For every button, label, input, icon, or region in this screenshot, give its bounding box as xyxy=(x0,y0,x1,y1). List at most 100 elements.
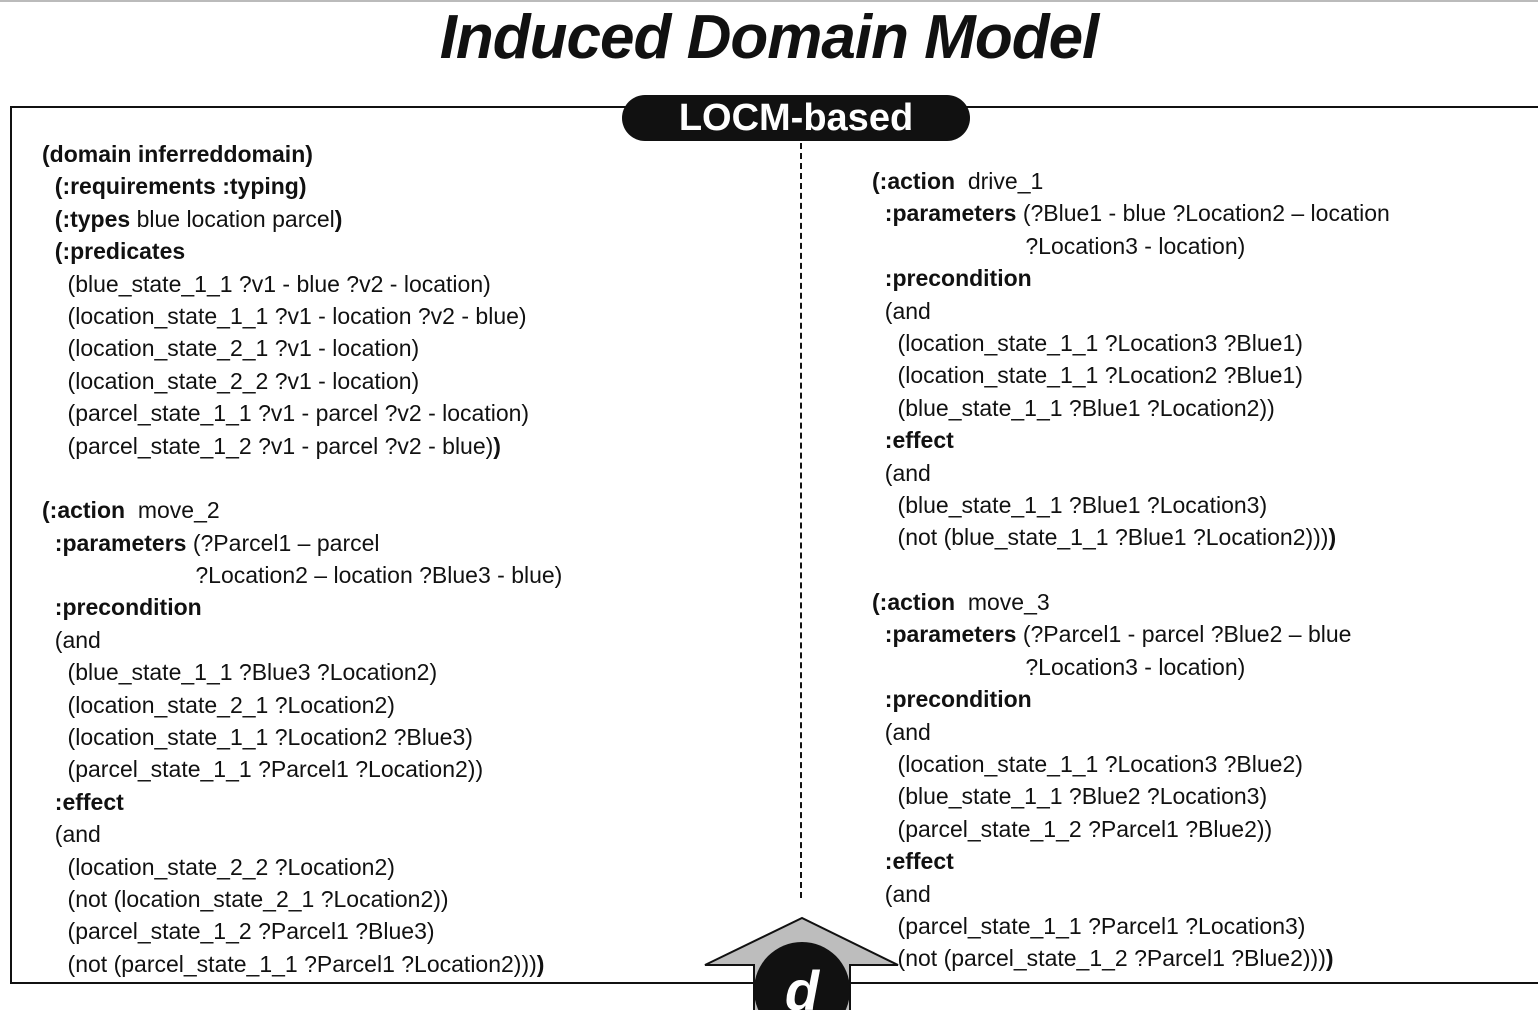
right-code-line: (location_state_1_1 ?Location3 ?Blue2) xyxy=(872,748,1390,780)
keyword-token: (:action xyxy=(872,168,956,194)
left-code-line: (domain inferreddomain) xyxy=(42,138,562,170)
keyword-token: (:action xyxy=(872,589,956,616)
right-code-line: (not (blue_state_1_1 ?Blue1 ?Location2))… xyxy=(872,521,1390,553)
code-token: (parcel_state_1_1 ?Parcel1 ?Location3) xyxy=(872,912,1306,939)
right-code-line: (and xyxy=(872,295,1390,327)
code-token: (location_state_1_1 ?Location2 ?Blue1) xyxy=(872,362,1303,389)
right-code-line: :effect xyxy=(872,424,1390,456)
code-token: (and xyxy=(872,297,931,324)
code-token: ?Location3 - location) xyxy=(872,653,1246,680)
code-token: (parcel_state_1_1 ?Parcel1 ?Location2)) xyxy=(42,756,484,783)
left-code-line: (:predicates xyxy=(42,235,562,267)
keyword-token: :parameters xyxy=(872,200,1017,227)
code-token: (location_state_1_1 ?Location3 ?Blue2) xyxy=(872,751,1303,778)
code-token: drive_1 xyxy=(955,168,1044,194)
code-token: (and xyxy=(872,459,931,486)
left-code-line: (location_state_1_1 ?v1 - location ?v2 -… xyxy=(42,300,562,332)
right-code-line: (parcel_state_1_1 ?Parcel1 ?Location3) xyxy=(872,910,1390,942)
keyword-token: ) xyxy=(1328,524,1337,551)
right-code-line: :parameters (?Parcel1 - parcel ?Blue2 – … xyxy=(872,618,1390,650)
code-token: (and xyxy=(42,626,101,653)
right-code-line: (blue_state_1_1 ?Blue1 ?Location2)) xyxy=(872,392,1390,424)
right-code-line: (and xyxy=(872,716,1390,748)
left-code-line: (location_state_2_1 ?Location2) xyxy=(42,689,562,721)
left-code-line: (parcel_state_1_1 ?v1 - parcel ?v2 - loc… xyxy=(42,397,562,429)
left-code-line: (and xyxy=(42,818,562,850)
right-code-line: ?Location3 - location) xyxy=(872,651,1390,683)
keyword-token: ) xyxy=(536,950,545,977)
left-code-line: (blue_state_1_1 ?Blue3 ?Location2) xyxy=(42,656,562,688)
keyword-token: ) xyxy=(1325,945,1334,972)
code-token: (location_state_1_1 ?Location3 ?Blue1) xyxy=(872,329,1303,356)
left-code-line: (location_state_2_2 ?Location2) xyxy=(42,851,562,883)
right-code-line: (:action move_3 xyxy=(872,586,1390,618)
right-code-line: (blue_state_1_1 ?Blue1 ?Location3) xyxy=(872,489,1390,521)
step-label: d xyxy=(785,959,821,1010)
code-token: (?Parcel1 – parcel xyxy=(186,529,380,556)
left-code-column: (domain inferreddomain) (:requirements :… xyxy=(42,138,562,980)
code-token: (blue_state_1_1 ?Blue1 ?Location2)) xyxy=(872,394,1275,421)
code-token: (not (location_state_2_1 ?Location2)) xyxy=(42,885,449,912)
keyword-token: :parameters xyxy=(42,529,187,556)
keyword-token: (:types xyxy=(42,205,131,232)
left-code-line: :effect xyxy=(42,786,562,818)
keyword-token: :effect xyxy=(872,848,954,875)
keyword-token: (domain inferreddomain) xyxy=(42,141,313,167)
code-token: (not (blue_state_1_1 ?Blue1 ?Location2))… xyxy=(872,524,1329,551)
right-code-line: ?Location3 - location) xyxy=(872,230,1390,262)
right-code-line: (parcel_state_1_2 ?Parcel1 ?Blue2)) xyxy=(872,813,1390,845)
left-code-line: :precondition xyxy=(42,591,562,623)
right-code-line: (and xyxy=(872,878,1390,910)
code-token: (and xyxy=(42,821,101,848)
step-circle xyxy=(754,942,850,1010)
keyword-token: ) xyxy=(334,205,343,232)
left-code-line: (parcel_state_1_2 ?v1 - parcel ?v2 - blu… xyxy=(42,430,562,462)
code-token: (not (parcel_state_1_1 ?Parcel1 ?Locatio… xyxy=(42,950,537,977)
code-token: move_3 xyxy=(955,589,1050,616)
code-token: (blue_state_1_1 ?Blue2 ?Location3) xyxy=(872,783,1268,810)
code-token: move_2 xyxy=(125,497,220,524)
keyword-token: :precondition xyxy=(872,686,1032,713)
right-code-line: (blue_state_1_1 ?Blue2 ?Location3) xyxy=(872,780,1390,812)
right-code-column: (:action drive_1 :parameters (?Blue1 - b… xyxy=(872,165,1390,975)
code-token: (not (parcel_state_1_2 ?Parcel1 ?Blue2))… xyxy=(872,945,1326,972)
left-code-line: (not (location_state_2_1 ?Location2)) xyxy=(42,883,562,915)
right-code-line: (location_state_1_1 ?Location2 ?Blue1) xyxy=(872,359,1390,391)
code-token: (location_state_2_2 ?v1 - location) xyxy=(42,367,420,394)
left-code-line: (location_state_1_1 ?Location2 ?Blue3) xyxy=(42,721,562,753)
left-code-line: (parcel_state_1_2 ?Parcel1 ?Blue3) xyxy=(42,915,562,947)
right-code-line: :effect xyxy=(872,845,1390,877)
right-code-line: :precondition xyxy=(872,262,1390,294)
keyword-token: ) xyxy=(493,432,501,459)
left-code-line: (location_state_2_1 ?v1 - location) xyxy=(42,332,562,364)
locm-badge: LOCM-based xyxy=(622,95,970,141)
code-token: (parcel_state_1_2 ?v1 - parcel ?v2 - blu… xyxy=(42,432,494,459)
keyword-token: :effect xyxy=(42,788,124,815)
column-divider xyxy=(800,143,802,898)
code-token: (?Blue1 - blue ?Location2 – location xyxy=(1016,200,1390,227)
code-token: (blue_state_1_1 ?v1 - blue ?v2 - locatio… xyxy=(42,270,491,297)
code-token: (parcel_state_1_2 ?Parcel1 ?Blue3) xyxy=(42,918,435,945)
keyword-token: (:predicates xyxy=(42,238,186,265)
code-token: (parcel_state_1_1 ?v1 - parcel ?v2 - loc… xyxy=(42,400,530,427)
right-code-line: :parameters (?Blue1 - blue ?Location2 – … xyxy=(872,197,1390,229)
code-token: (blue_state_1_1 ?Blue3 ?Location2) xyxy=(42,659,438,686)
left-code-line: :parameters (?Parcel1 – parcel xyxy=(42,527,562,559)
right-code-line: (and xyxy=(872,457,1390,489)
left-code-line: (:action move_2 xyxy=(42,494,562,526)
keyword-token: :parameters xyxy=(872,621,1017,648)
figure-title: Induced Domain Model xyxy=(439,3,1100,72)
left-code-line: (:requirements :typing) xyxy=(42,170,562,202)
code-token: (location_state_1_1 ?v1 - location ?v2 -… xyxy=(42,302,527,329)
left-code-line: (location_state_2_2 ?v1 - location) xyxy=(42,365,562,397)
right-code-line: :precondition xyxy=(872,683,1390,715)
code-token: (and xyxy=(872,718,931,745)
code-token: blue location parcel xyxy=(130,205,335,232)
left-code-line: (parcel_state_1_1 ?Parcel1 ?Location2)) xyxy=(42,753,562,785)
keyword-token: :precondition xyxy=(872,265,1032,292)
code-token: (location_state_1_1 ?Location2 ?Blue3) xyxy=(42,724,473,751)
code-token: ?Location3 - location) xyxy=(872,232,1246,259)
keyword-token: (:requirements :typing) xyxy=(42,173,307,200)
keyword-token: :effect xyxy=(872,427,954,454)
